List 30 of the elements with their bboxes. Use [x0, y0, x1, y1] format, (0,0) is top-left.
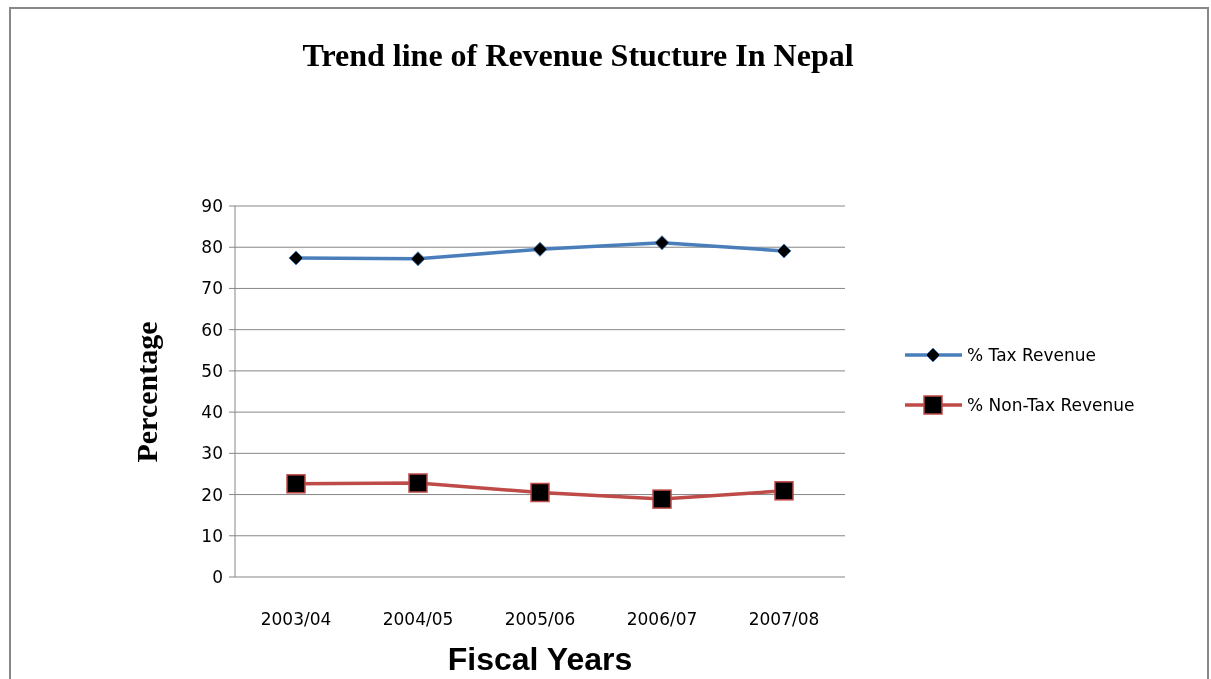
x-axis-title: Fiscal Years [447, 641, 633, 677]
y-axis-title: Percentage [130, 321, 163, 463]
y-tick-label: 0 [212, 566, 223, 587]
y-tick-label: 10 [201, 525, 223, 546]
y-tick-label: 40 [201, 402, 223, 423]
x-tick-label: 2006/07 [626, 609, 698, 629]
point [410, 251, 426, 267]
point [530, 482, 550, 503]
point [776, 243, 792, 259]
y-tick-label: 50 [201, 360, 223, 381]
point [774, 481, 794, 501]
point [652, 489, 672, 509]
x-tick-label: 2003/04 [260, 609, 332, 629]
chart-title: Trend line of Revenue Stucture In Nepal [302, 37, 854, 73]
y-tick-label: 90 [201, 195, 223, 216]
point [654, 235, 670, 251]
y-tick-label: 60 [201, 319, 223, 340]
y-tick-label: 80 [201, 237, 223, 258]
y-tick-label: 70 [201, 278, 223, 299]
point [286, 474, 306, 494]
legend-label: % Tax Revenue [967, 344, 1097, 365]
legend-label: % Non-Tax Revenue [967, 394, 1135, 415]
x-tick-label: 2007/08 [748, 609, 820, 629]
y-tick-label: 20 [201, 484, 223, 505]
x-tick-label: 2004/05 [382, 609, 454, 629]
x-tick-label: 2005/06 [504, 609, 576, 629]
point [288, 250, 304, 266]
point [532, 241, 548, 257]
y-tick-label: 30 [201, 443, 223, 464]
point [408, 473, 428, 493]
